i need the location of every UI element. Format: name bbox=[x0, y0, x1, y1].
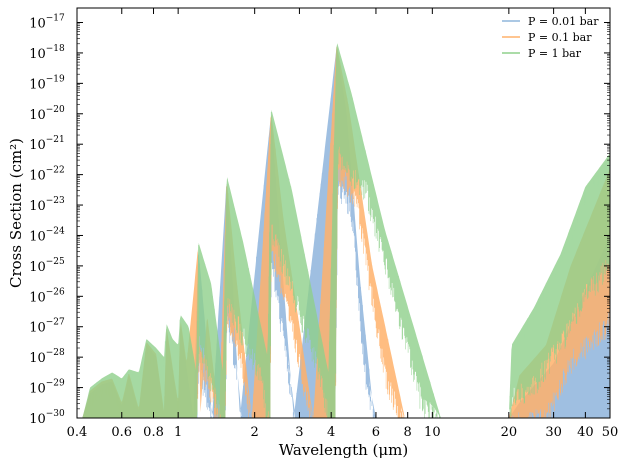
x-axis-label: Wavelength (μm) bbox=[279, 441, 408, 459]
series-3 bbox=[77, 43, 610, 418]
y-tick-label: 10−24 bbox=[29, 226, 65, 244]
x-tick-label: 2 bbox=[251, 425, 259, 440]
y-tick-label: 10−30 bbox=[29, 409, 65, 427]
y-tick-exponent: −25 bbox=[46, 257, 65, 267]
x-axis: 0.4 0.6 0.8 1 2 3 4 6 8 10 20 30 40 50 bbox=[67, 8, 619, 440]
y-tick-label: 10−28 bbox=[29, 348, 65, 366]
x-tick-label: 50 bbox=[602, 425, 619, 440]
legend-item: P = 0.01 bar bbox=[502, 15, 599, 28]
y-tick-exponent: −28 bbox=[46, 348, 65, 358]
x-tick-label: 20 bbox=[501, 425, 518, 440]
x-tick-label: 0.6 bbox=[111, 425, 132, 440]
y-tick-exponent: −20 bbox=[46, 105, 65, 115]
plot-frame bbox=[76, 7, 611, 419]
y-tick-label: 10−25 bbox=[29, 257, 65, 275]
y-tick-exponent: −27 bbox=[46, 318, 65, 328]
x-tick-label: 30 bbox=[545, 425, 562, 440]
x-tick-label: 40 bbox=[577, 425, 594, 440]
legend: P = 0.01 bar P = 0.1 bar P = 1 bar bbox=[502, 15, 599, 60]
y-tick-exponent: −24 bbox=[46, 226, 65, 236]
y-tick-exponent: −22 bbox=[46, 166, 65, 176]
y-tick-label: 10−17 bbox=[29, 14, 65, 32]
y-tick-label: 10−20 bbox=[29, 105, 65, 123]
y-tick-label: 10−23 bbox=[29, 196, 65, 214]
x-tick-label: 3 bbox=[295, 425, 303, 440]
y-tick-exponent: −19 bbox=[46, 74, 65, 84]
legend-label: P = 0.1 bar bbox=[528, 31, 592, 44]
x-tick-label: 10 bbox=[424, 425, 441, 440]
y-tick-exponent: −17 bbox=[46, 14, 65, 24]
x-tick-label: 1 bbox=[174, 425, 182, 440]
x-tick-label: 0.4 bbox=[67, 425, 88, 440]
x-tick-label: 8 bbox=[404, 425, 412, 440]
y-tick-label: 10−22 bbox=[29, 166, 65, 184]
y-tick-label: 10−27 bbox=[29, 318, 65, 336]
x-tick-label: 6 bbox=[372, 425, 380, 440]
y-tick-exponent: −26 bbox=[46, 287, 65, 297]
y-tick-label: 10−26 bbox=[29, 287, 65, 305]
x-tick-label: 0.8 bbox=[143, 425, 164, 440]
y-tick-exponent: −30 bbox=[46, 409, 65, 419]
y-tick-label: 10−18 bbox=[29, 44, 65, 62]
y-tick-label: 10−29 bbox=[29, 379, 65, 397]
legend-item: P = 1 bar bbox=[502, 47, 582, 60]
y-tick-exponent: −21 bbox=[46, 135, 65, 145]
plot-area bbox=[77, 43, 610, 418]
y-tick-label: 10−21 bbox=[29, 135, 65, 153]
y-tick-label: 10−19 bbox=[29, 74, 65, 92]
x-tick-label: 4 bbox=[327, 425, 335, 440]
y-axis-label: Cross Section (cm²) bbox=[7, 138, 25, 288]
y-tick-exponent: −23 bbox=[46, 196, 65, 206]
legend-label: P = 0.01 bar bbox=[528, 15, 599, 28]
y-tick-exponent: −18 bbox=[46, 44, 65, 54]
series-lines bbox=[82, 51, 610, 418]
legend-label: P = 1 bar bbox=[528, 47, 582, 60]
legend-item: P = 0.1 bar bbox=[502, 31, 592, 44]
y-tick-exponent: −29 bbox=[46, 379, 65, 389]
